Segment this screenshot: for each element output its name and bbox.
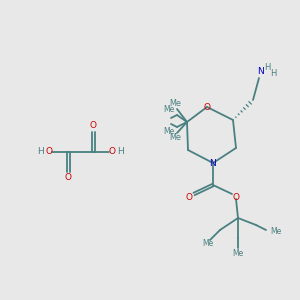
Text: H: H	[270, 68, 276, 77]
Text: Me: Me	[169, 100, 181, 109]
Text: H: H	[38, 148, 44, 157]
Text: O: O	[185, 193, 193, 202]
Text: O: O	[89, 122, 97, 130]
Text: Me: Me	[232, 248, 244, 257]
Text: Me: Me	[202, 239, 214, 248]
Text: O: O	[232, 193, 239, 202]
Text: Me: Me	[164, 106, 175, 115]
Text: O: O	[203, 103, 211, 112]
Text: Me: Me	[164, 128, 175, 136]
Text: O: O	[109, 148, 116, 157]
Text: N: N	[210, 158, 216, 167]
Text: N: N	[258, 67, 264, 76]
Text: Me: Me	[270, 227, 281, 236]
Text: H: H	[264, 64, 270, 73]
Text: O: O	[46, 148, 52, 157]
Text: H: H	[117, 148, 123, 157]
Text: O: O	[64, 173, 71, 182]
Text: Me: Me	[169, 134, 181, 142]
